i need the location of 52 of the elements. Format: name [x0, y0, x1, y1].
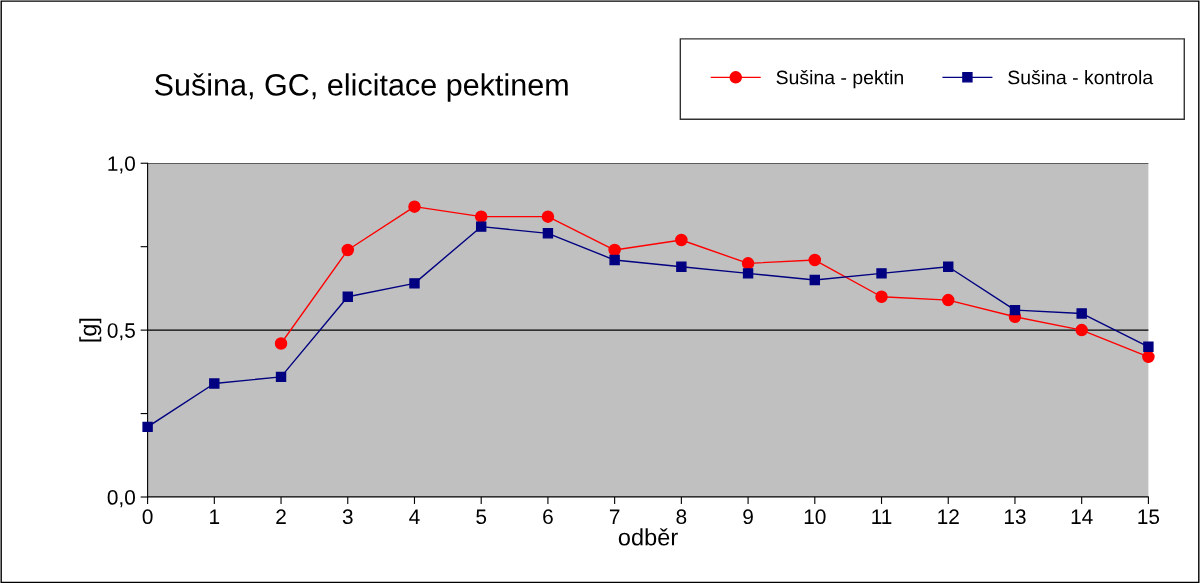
point [608, 243, 621, 257]
legend-label: Sušina - pektin [776, 69, 903, 89]
chart-title: Sušina, GC, elicitace pektinem [154, 73, 568, 102]
x-tick-label: 9 [743, 509, 753, 525]
point [1076, 308, 1087, 319]
point [209, 378, 220, 389]
y-axis-title: [g] [79, 318, 102, 342]
legend-label: Sušina - kontrola [1008, 69, 1154, 85]
point [542, 228, 554, 239]
x-tick-label: 0 [142, 509, 153, 525]
x-axis-title: odběr [618, 528, 678, 546]
x-tick-label: 11 [872, 509, 892, 524]
point [475, 221, 487, 232]
x-tick-label: 6 [543, 509, 553, 525]
point [142, 421, 153, 433]
point [408, 200, 421, 213]
x-tick-label: 1 [210, 509, 220, 524]
point [1075, 323, 1088, 337]
point [941, 293, 955, 307]
point [742, 268, 754, 279]
point [741, 257, 755, 270]
point [875, 290, 888, 303]
x-tick-label: 2 [276, 509, 286, 524]
x-tick-label: 7 [609, 509, 620, 524]
point [675, 233, 688, 247]
point [808, 253, 822, 267]
y-tick-label: 0,0 [107, 490, 135, 508]
point [876, 268, 887, 279]
point [1143, 341, 1154, 353]
point [342, 291, 353, 302]
point [274, 337, 288, 350]
point [1142, 350, 1155, 364]
point [943, 261, 954, 272]
point [341, 243, 355, 257]
point [676, 261, 687, 272]
x-tick-label: 4 [409, 509, 420, 524]
point [809, 274, 821, 286]
y-tick-label: 0,5 [107, 323, 135, 341]
x-tick-label: 13 [1004, 509, 1026, 525]
point [409, 278, 420, 289]
x-tick-label: 12 [938, 509, 959, 524]
point [609, 254, 620, 266]
x-tick-label: 15 [1138, 509, 1160, 525]
point [275, 371, 287, 383]
y-tick-label: 1,0 [108, 156, 135, 174]
x-tick-label: 5 [476, 509, 487, 525]
x-tick-label: 10 [804, 509, 826, 525]
x-tick-label: 8 [676, 509, 687, 525]
point [541, 210, 555, 223]
x-tick-label: 14 [1071, 509, 1093, 524]
point [1009, 304, 1021, 316]
x-tick-label: 3 [342, 509, 353, 525]
